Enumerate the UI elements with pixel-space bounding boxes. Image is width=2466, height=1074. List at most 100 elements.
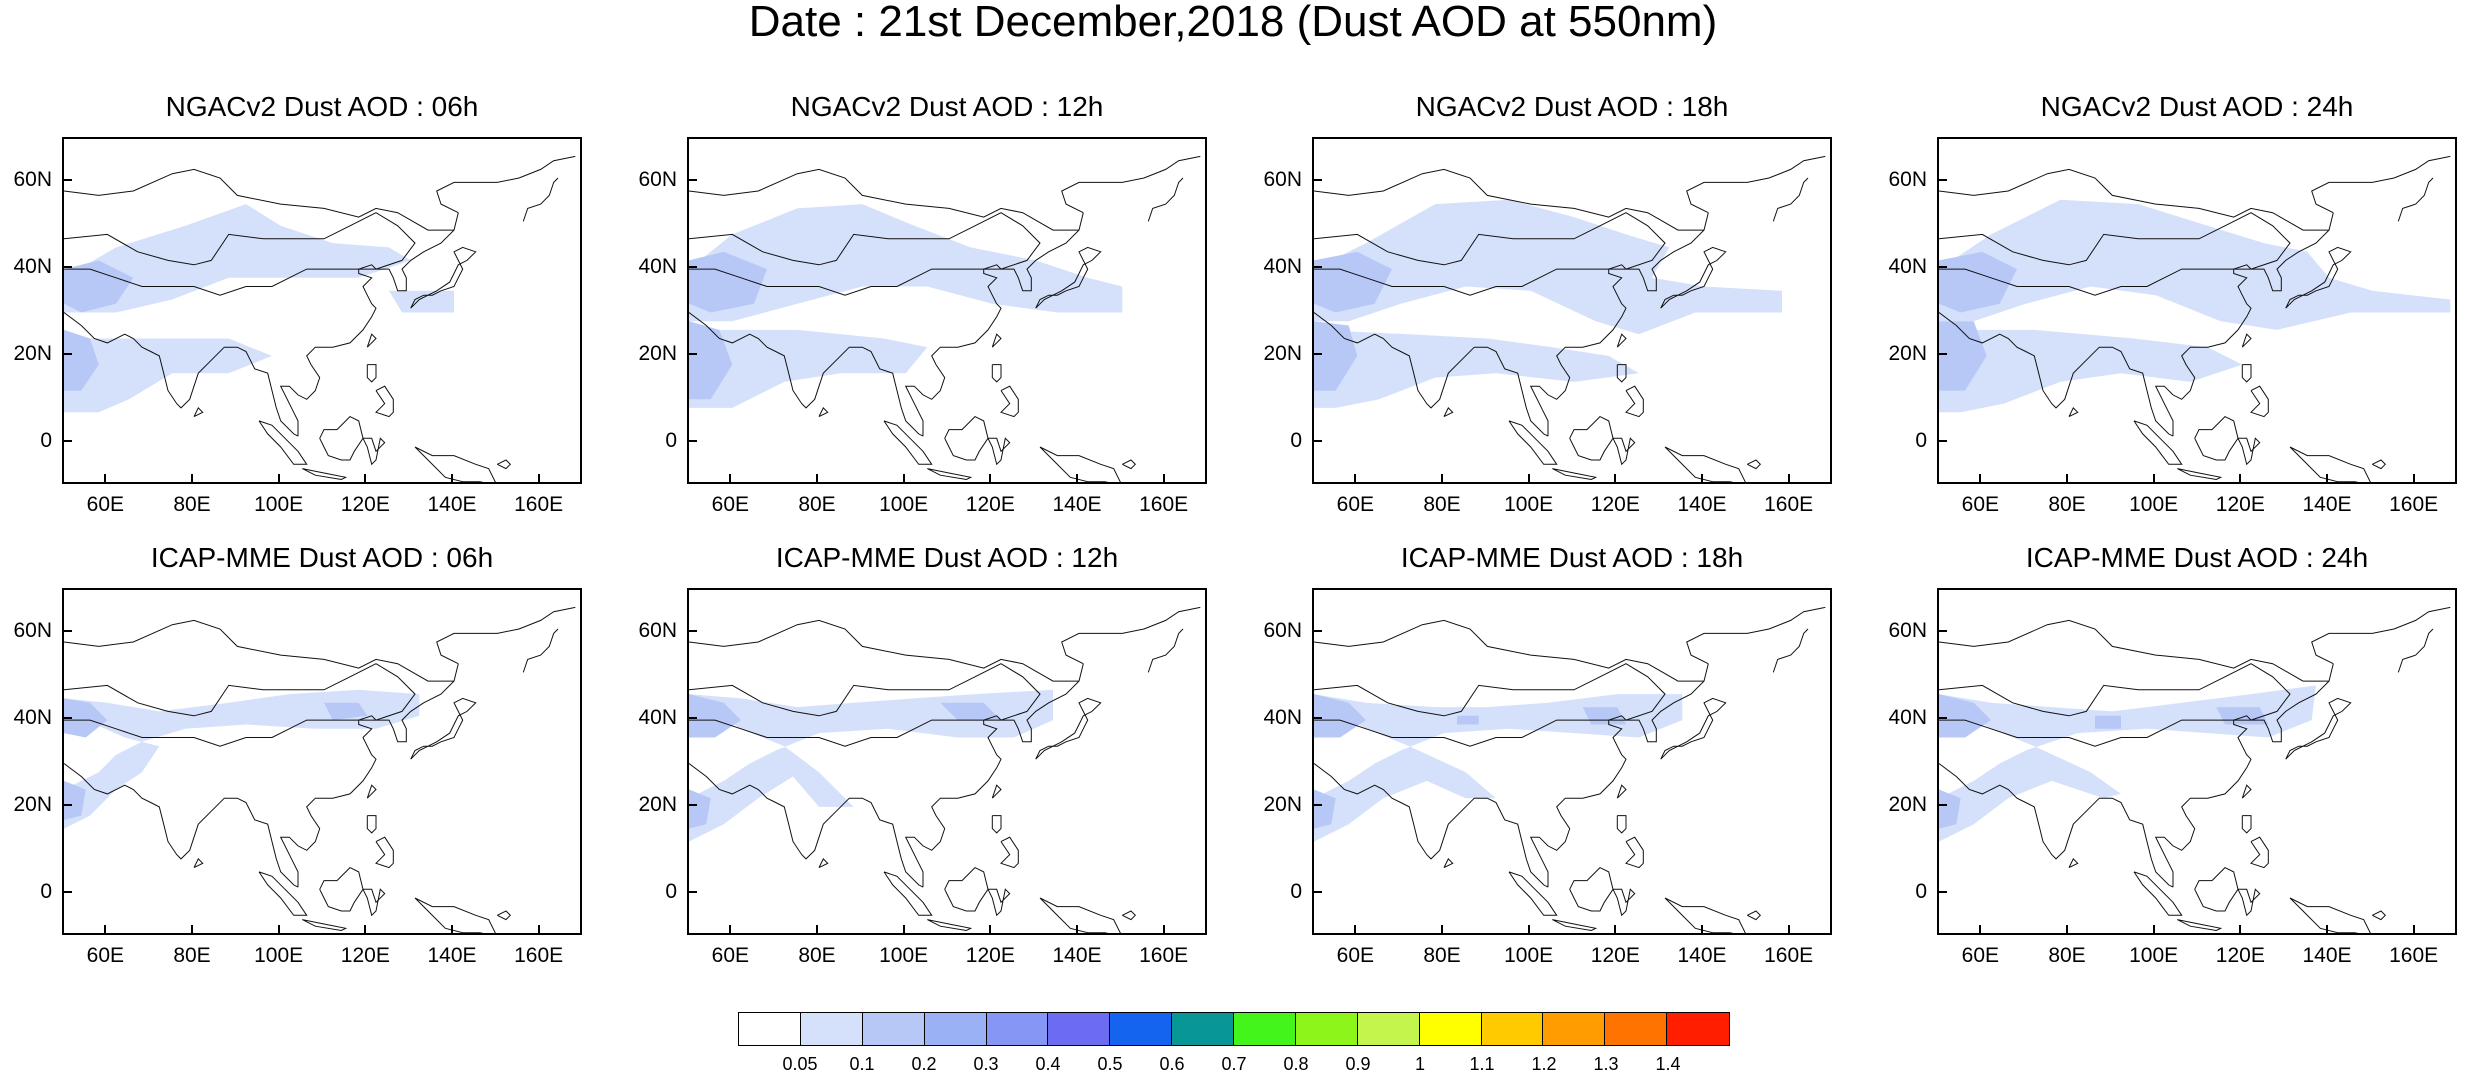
coastline xyxy=(689,168,1079,231)
coastline xyxy=(1747,459,1762,470)
lon-tick-label: 140E xyxy=(2302,493,2352,516)
coastline xyxy=(818,858,829,869)
coastline xyxy=(279,212,459,437)
lat-tick-mark xyxy=(687,352,697,355)
colorbar-swatch xyxy=(986,1013,1049,1045)
dust-aod-field xyxy=(64,780,86,820)
coastline xyxy=(362,437,386,466)
map-panel xyxy=(62,137,582,484)
coastline xyxy=(904,212,1084,437)
map-plot xyxy=(689,155,1201,482)
dust-aod-field xyxy=(2095,715,2121,729)
coastline xyxy=(1122,459,1137,470)
coastline xyxy=(2397,628,2434,673)
coastline xyxy=(410,697,477,760)
lon-tick-mark xyxy=(2412,925,2415,935)
lat-tick-label: 0 xyxy=(665,879,677,903)
coastline xyxy=(944,866,989,912)
panel-title: ICAP-MME Dust AOD : 18h xyxy=(1400,542,1744,573)
lat-tick-mark xyxy=(62,352,72,355)
lat-tick-label: 20N xyxy=(1263,792,1302,816)
panel-title: ICAP-MME Dust AOD : 12h xyxy=(775,542,1119,573)
colorbar-label: 1 xyxy=(1414,1054,1425,1074)
lon-tick-mark xyxy=(191,925,193,935)
coastline xyxy=(1314,663,1666,747)
coastline xyxy=(1569,866,1614,912)
lon-tick-label: 80E xyxy=(173,493,211,516)
lat-tick-mark xyxy=(1312,803,1322,806)
dust-aod-field xyxy=(389,290,454,313)
lon-tick-mark xyxy=(537,925,540,935)
coastline xyxy=(2154,212,2334,437)
colorbar-label: 0.8 xyxy=(1283,1054,1309,1074)
coastline xyxy=(1686,155,1826,214)
coastline xyxy=(1061,155,1201,214)
coastline xyxy=(2241,333,2252,348)
colorbar-swatch xyxy=(862,1013,925,1045)
lon-tick-label: 140E xyxy=(1677,944,1727,967)
lat-tick-label: 40N xyxy=(13,255,52,279)
dust-aod-field xyxy=(689,251,767,313)
lat-tick-mark xyxy=(1312,179,1322,182)
dust-aod-field xyxy=(64,689,420,829)
coastline xyxy=(1747,910,1762,921)
coastline xyxy=(2250,836,2269,869)
colorbar-label: 0.05 xyxy=(782,1054,818,1074)
lon-tick-mark xyxy=(2412,474,2415,484)
colorbar-label: 0.3 xyxy=(973,1054,999,1074)
lat-tick-label: 60N xyxy=(638,168,677,192)
lon-tick-mark xyxy=(1614,925,1617,935)
dust-aod-field xyxy=(1457,715,1479,725)
coastline xyxy=(1000,385,1019,418)
lon-tick-label: 120E xyxy=(340,944,390,967)
coastline xyxy=(193,858,204,869)
coastline xyxy=(2241,784,2252,799)
lon-tick-mark xyxy=(1354,925,1357,935)
lat-tick-mark xyxy=(1937,630,1947,633)
lon-tick-label: 80E xyxy=(2048,493,2086,516)
coastline xyxy=(2237,437,2261,466)
coastline xyxy=(1147,628,1184,673)
dust-aod-field xyxy=(1314,251,1392,313)
lon-tick-label: 120E xyxy=(2215,493,2265,516)
coastline xyxy=(1314,312,1549,437)
dust-aod-field xyxy=(689,694,741,738)
lat-tick-mark xyxy=(62,890,72,893)
coastline xyxy=(1552,919,1598,932)
lon-tick-mark xyxy=(1162,474,1165,484)
lon-tick-label: 100E xyxy=(254,493,304,516)
dust-aod-field xyxy=(1939,251,2017,313)
colorbar-swatch xyxy=(1295,1013,1358,1045)
dust-aod-field xyxy=(1939,789,1961,829)
lat-tick-label: 40N xyxy=(1263,255,1302,279)
lon-tick-label: 160E xyxy=(1764,944,1814,967)
lon-tick-label: 60E xyxy=(1336,493,1375,516)
coastline xyxy=(1664,897,1746,933)
coastline xyxy=(2068,858,2079,869)
coastline xyxy=(1147,177,1184,222)
lat-tick-mark xyxy=(62,803,72,806)
coastline xyxy=(904,663,1084,888)
lon-tick-label: 120E xyxy=(340,493,390,516)
coastline xyxy=(1939,212,2291,296)
lon-tick-label: 120E xyxy=(1590,493,1640,516)
lon-tick-label: 160E xyxy=(514,944,564,967)
lon-tick-label: 140E xyxy=(1052,493,1102,516)
coastline xyxy=(1508,420,1558,465)
coastline xyxy=(1660,246,1727,309)
coastline xyxy=(410,246,477,309)
coastline xyxy=(1939,663,2291,747)
coastline xyxy=(2241,364,2252,383)
lat-tick-mark xyxy=(1312,890,1322,893)
coastline xyxy=(1660,697,1727,760)
dust-aod-field xyxy=(1939,685,2316,842)
lon-tick-mark xyxy=(364,925,367,935)
lon-tick-mark xyxy=(1527,474,1530,484)
coastline xyxy=(366,333,377,348)
colorbar-label: 0.5 xyxy=(1097,1054,1123,1074)
coastline xyxy=(1616,815,1627,834)
map-plot xyxy=(64,155,576,482)
dust-aod-field xyxy=(64,329,99,391)
coastline xyxy=(497,910,512,921)
coastline xyxy=(1625,385,1644,418)
